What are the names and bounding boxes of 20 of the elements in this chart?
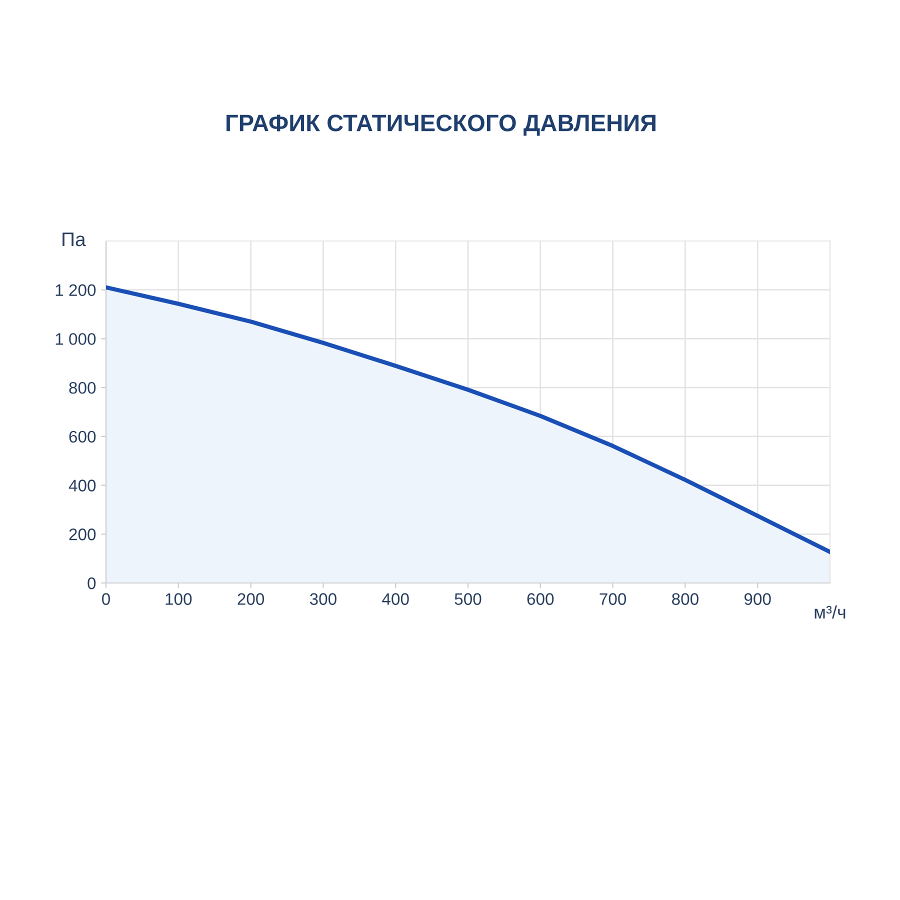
y-tick-label: 400 (68, 480, 96, 492)
x-tick-label: 0 (102, 593, 110, 605)
x-tick-label: 100 (166, 593, 192, 605)
x-tick-label: 600 (527, 593, 554, 605)
x-tick-label: 700 (600, 593, 626, 605)
y-axis-title: Па (62, 232, 86, 246)
y-tick-label: 0 (88, 577, 96, 590)
x-tick-label: 400 (382, 593, 409, 605)
x-tick-label: 900 (744, 593, 771, 605)
y-tick-label: 1 200 (56, 284, 96, 296)
x-tick-label: 200 (238, 593, 264, 605)
x-tick-label: 500 (454, 593, 482, 605)
x-axis-title: м³/ч (814, 605, 846, 619)
y-tick-label: 200 (69, 528, 96, 540)
chart-title: ГРАФИК СТАТИЧЕСКОГО ДАВЛЕНИЯ (226, 114, 656, 136)
y-tick-label: 800 (69, 382, 96, 394)
y-tick-label: 1 000 (56, 333, 96, 345)
x-tick-label: 300 (310, 593, 336, 605)
y-tick-label: 600 (69, 430, 96, 443)
x-tick-label: 800 (672, 593, 698, 605)
